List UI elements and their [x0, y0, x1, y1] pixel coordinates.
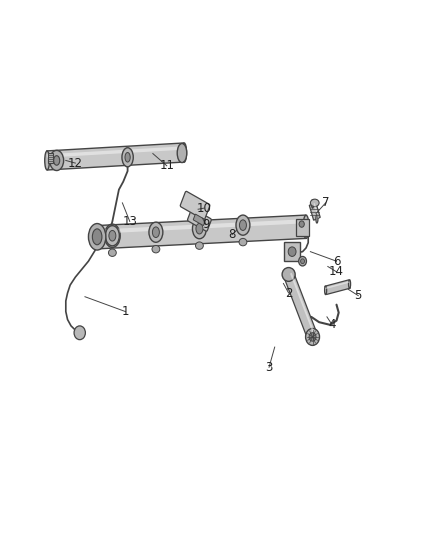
Bar — [290, 273, 316, 336]
Bar — [95, 215, 307, 249]
Text: 10: 10 — [196, 201, 211, 215]
Ellipse shape — [287, 268, 290, 281]
Text: 8: 8 — [228, 228, 236, 241]
Ellipse shape — [122, 148, 133, 167]
Text: 6: 6 — [333, 255, 340, 268]
Ellipse shape — [125, 152, 130, 162]
Ellipse shape — [109, 230, 116, 241]
Text: 5: 5 — [355, 289, 362, 302]
Ellipse shape — [88, 223, 106, 250]
Ellipse shape — [311, 200, 314, 208]
Ellipse shape — [282, 268, 295, 281]
Bar — [47, 143, 184, 170]
FancyBboxPatch shape — [193, 214, 205, 225]
Circle shape — [74, 326, 85, 340]
Text: 1: 1 — [122, 305, 129, 318]
Ellipse shape — [349, 280, 350, 288]
Ellipse shape — [152, 246, 160, 253]
Text: 4: 4 — [328, 318, 336, 332]
FancyBboxPatch shape — [187, 208, 211, 231]
Ellipse shape — [311, 330, 314, 343]
Ellipse shape — [45, 151, 49, 170]
Bar — [48, 153, 53, 163]
Bar — [47, 146, 184, 158]
Ellipse shape — [195, 242, 203, 249]
Ellipse shape — [192, 219, 206, 239]
Ellipse shape — [53, 156, 60, 165]
Bar — [309, 203, 320, 220]
Ellipse shape — [325, 286, 327, 295]
Circle shape — [288, 247, 296, 256]
Ellipse shape — [311, 199, 319, 207]
Text: 14: 14 — [329, 265, 344, 278]
Ellipse shape — [92, 229, 102, 245]
Text: 3: 3 — [265, 361, 273, 374]
Circle shape — [306, 328, 319, 345]
Ellipse shape — [149, 222, 163, 243]
Ellipse shape — [92, 225, 98, 249]
Ellipse shape — [105, 224, 120, 247]
Text: 12: 12 — [68, 157, 83, 169]
Bar — [284, 272, 317, 340]
Circle shape — [299, 221, 304, 227]
Bar — [325, 280, 350, 295]
Ellipse shape — [300, 259, 304, 264]
Text: 7: 7 — [322, 196, 329, 209]
Ellipse shape — [106, 225, 119, 246]
Bar — [284, 242, 300, 261]
Bar — [314, 203, 319, 219]
Text: 11: 11 — [159, 159, 174, 172]
Bar — [325, 281, 350, 289]
Ellipse shape — [239, 238, 247, 246]
Ellipse shape — [49, 150, 64, 171]
Text: 2: 2 — [285, 287, 293, 300]
Ellipse shape — [299, 256, 307, 266]
Bar — [297, 219, 309, 236]
Ellipse shape — [196, 223, 203, 234]
Text: 9: 9 — [202, 217, 210, 231]
Ellipse shape — [240, 220, 247, 230]
Ellipse shape — [177, 143, 187, 163]
Ellipse shape — [236, 215, 250, 235]
Ellipse shape — [303, 215, 309, 238]
Bar — [95, 219, 306, 234]
Circle shape — [309, 333, 316, 341]
FancyBboxPatch shape — [180, 191, 210, 220]
Ellipse shape — [109, 249, 116, 256]
Ellipse shape — [182, 143, 187, 162]
Ellipse shape — [316, 215, 318, 223]
Ellipse shape — [152, 227, 159, 238]
Text: 13: 13 — [122, 215, 137, 228]
